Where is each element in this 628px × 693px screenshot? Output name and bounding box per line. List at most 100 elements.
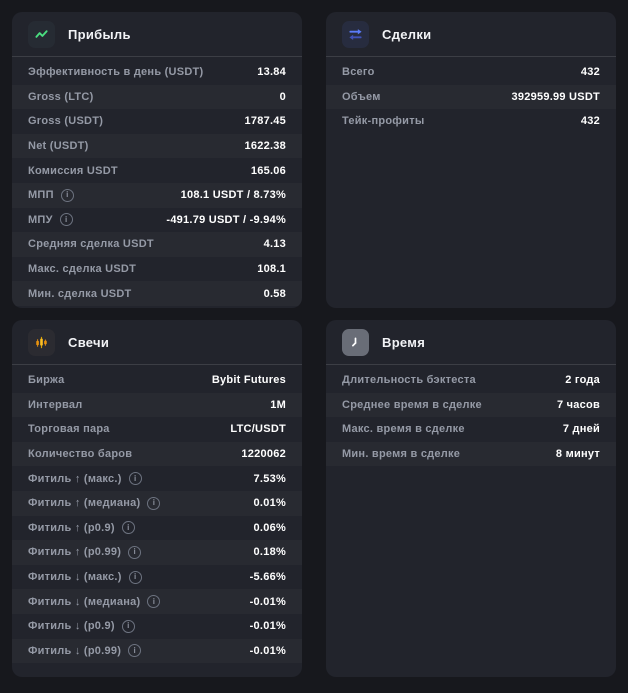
stat-label: Макс. сделка USDT [28, 263, 137, 276]
stat-label: Фитиль ↓ (p0.99) [28, 644, 122, 657]
stat-label: Биржа [28, 374, 65, 387]
stat-label: Gross (LTC) [28, 90, 94, 103]
stat-label: МПУ [28, 213, 53, 226]
stat-value: 13.84 [257, 66, 286, 79]
stat-label: Тейк-профиты [342, 115, 425, 128]
stat-value: -5.66% [249, 571, 286, 584]
stat-row: Длительность бэктеста 2 года [326, 368, 616, 393]
stat-value: LTC/USDT [230, 423, 286, 436]
swap-arrows-icon [342, 20, 369, 48]
stat-row: Фитиль ↑ (p0.99) i 0.18% [12, 540, 302, 565]
stat-label: Длительность бэктеста [342, 374, 476, 387]
info-icon[interactable]: i [128, 644, 142, 658]
stat-value: 108.1 USDT / 8.73% [180, 189, 286, 202]
stat-value: 7 часов [556, 398, 600, 411]
stat-value: 432 [580, 66, 600, 79]
stat-label: Комиссия USDT [28, 164, 118, 177]
stat-value: 432 [580, 115, 600, 128]
stat-row: Net (USDT) 1622.38 [12, 134, 302, 159]
info-icon[interactable]: i [128, 570, 142, 584]
stat-value: 108.1 [257, 263, 286, 276]
stat-row: Количество баров 1220062 [12, 442, 302, 467]
stat-value: 4.13 [263, 238, 286, 251]
stat-value: 1622.38 [244, 140, 286, 153]
candles-card: Свечи Биржа Bybit Futures Интервал 1M Торгов… [12, 320, 302, 677]
stat-row: Всего 432 [326, 60, 616, 85]
stat-value: -491.79 USDT / -9.94% [166, 213, 286, 226]
stat-row: Среднее время в сделке 7 часов [326, 393, 616, 418]
stat-row: Объем 392959.99 USDT [326, 85, 616, 110]
stat-label: Количество баров [28, 448, 133, 461]
stat-row: Фитиль ↑ (p0.9) i 0.06% [12, 516, 302, 541]
info-icon[interactable]: i [128, 545, 142, 559]
stat-label: Мин. сделка USDT [28, 287, 132, 300]
stat-value: Bybit Futures [211, 374, 286, 387]
stat-row: Биржа Bybit Futures [12, 368, 302, 393]
trades-rows: Всего 432 Объем 392959.99 USDT Тейк-профиты 4… [326, 57, 616, 134]
clock-icon [342, 328, 369, 356]
stat-label: Эффективность в день (USDT) [28, 66, 204, 79]
profit-card-header: Прибыль [12, 12, 302, 57]
stat-label: МПП [28, 189, 54, 202]
stat-row: Gross (USDT) 1787.45 [12, 109, 302, 134]
stat-value: 1787.45 [244, 115, 286, 128]
stat-label: Средняя сделка USDT [28, 238, 154, 251]
info-icon[interactable]: i [60, 188, 74, 202]
stat-label: Фитиль ↑ (медиана) [28, 497, 141, 510]
candles-card-title: Свечи [68, 334, 110, 350]
stat-row: Gross (LTC) 0 [12, 85, 302, 110]
stat-row: Тейк-профиты 432 [326, 109, 616, 134]
stat-value: 0.18% [253, 546, 286, 559]
stat-value: 1M [270, 398, 286, 411]
trend-up-icon [28, 20, 55, 48]
trades-card-title: Сделки [382, 26, 432, 42]
time-card: Время Длительность бэктеста 2 года Среднее… [326, 320, 616, 677]
stat-label: Фитиль ↓ (p0.9) [28, 620, 115, 633]
info-icon[interactable]: i [128, 472, 142, 486]
stat-label: Фитиль ↓ (медиана) [28, 595, 141, 608]
stat-label: Среднее время в сделке [342, 398, 482, 411]
stat-row: Комиссия USDT 165.06 [12, 158, 302, 183]
stat-row: Фитиль ↓ (p0.99) i -0.01% [12, 639, 302, 664]
profit-rows: Эффективность в день (USDT) 13.84 Gross (L… [12, 57, 302, 306]
stat-row: Фитиль ↓ (p0.9) i -0.01% [12, 614, 302, 639]
time-rows: Длительность бэктеста 2 года Среднее время… [326, 365, 616, 466]
stat-row: Макс. сделка USDT 108.1 [12, 257, 302, 282]
info-icon[interactable]: i [121, 521, 135, 535]
stat-row: Фитиль ↓ (медиана) i -0.01% [12, 589, 302, 614]
stat-value: 0.01% [253, 497, 286, 510]
stat-label: Интервал [28, 398, 83, 411]
candles-rows: Биржа Bybit Futures Интервал 1M Торговая пар… [12, 365, 302, 663]
stat-value: 7.53% [253, 472, 286, 485]
stat-label: Мин. время в сделке [342, 448, 461, 461]
profit-card-title: Прибыль [68, 26, 131, 42]
stat-row: Интервал 1M [12, 393, 302, 418]
stat-row: МПУ i -491.79 USDT / -9.94% [12, 208, 302, 233]
stat-row: Мин. сделка USDT 0.58 [12, 281, 302, 306]
stat-value: 1220062 [241, 448, 286, 461]
stat-label: Всего [342, 66, 375, 79]
stat-label: Торговая пара [28, 423, 110, 436]
time-card-header: Время [326, 320, 616, 365]
info-icon[interactable]: i [147, 595, 161, 609]
stat-value: 0.06% [253, 521, 286, 534]
stat-label: Net (USDT) [28, 140, 89, 153]
stat-value: -0.01% [249, 644, 286, 657]
stat-label: Фитиль ↑ (макс.) [28, 472, 122, 485]
stat-value: 8 минут [555, 448, 600, 461]
stat-row: Торговая пара LTC/USDT [12, 417, 302, 442]
info-icon[interactable]: i [59, 213, 73, 227]
stat-row: Фитиль ↑ (медиана) i 0.01% [12, 491, 302, 516]
info-icon[interactable]: i [121, 619, 135, 633]
trades-card-header: Сделки [326, 12, 616, 57]
stat-label: Макс. время в сделке [342, 423, 465, 436]
profit-card: Прибыль Эффективность в день (USDT) 13.84… [12, 12, 302, 308]
stat-value: 2 года [565, 374, 600, 387]
info-icon[interactable]: i [147, 496, 161, 510]
stat-value: 165.06 [250, 164, 286, 177]
stat-row: Фитиль ↓ (макс.) i -5.66% [12, 565, 302, 590]
stat-value: 0.58 [263, 287, 286, 300]
stat-value: 0 [279, 90, 286, 103]
stat-row: Фитиль ↑ (макс.) i 7.53% [12, 466, 302, 491]
